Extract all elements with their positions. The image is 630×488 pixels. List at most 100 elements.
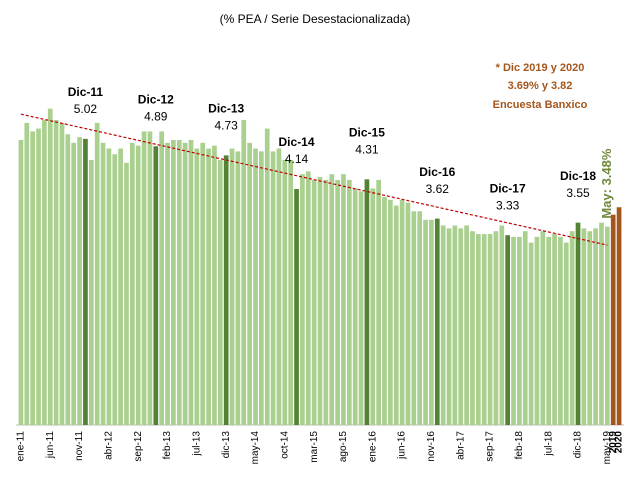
x-tick-label: jun-11 xyxy=(45,431,56,459)
bar xyxy=(464,225,469,425)
bar xyxy=(124,162,129,426)
bar xyxy=(241,120,247,426)
bar xyxy=(364,179,370,425)
data-label-name: Dic-17 xyxy=(490,181,526,195)
bar xyxy=(358,191,364,425)
bar xyxy=(223,155,229,425)
bar xyxy=(399,199,405,425)
x-tick-label: feb-13 xyxy=(162,431,173,460)
bar xyxy=(311,179,317,425)
bar xyxy=(130,142,135,425)
bar xyxy=(393,205,399,425)
data-label: 5.02 xyxy=(74,102,98,116)
note: 3.69% y 3.82 xyxy=(508,80,573,92)
bar xyxy=(329,174,335,425)
bar xyxy=(317,177,323,425)
bar xyxy=(552,234,557,425)
bar xyxy=(493,231,499,425)
bar xyxy=(475,234,481,425)
bar xyxy=(212,145,217,425)
bar xyxy=(217,159,223,425)
bar xyxy=(558,236,563,425)
bar xyxy=(440,225,446,425)
data-label: 3.62 xyxy=(426,182,450,196)
bar xyxy=(546,236,552,425)
bar xyxy=(206,148,211,426)
bar xyxy=(405,202,411,425)
bar xyxy=(88,159,94,425)
x-tick-label: 2019 xyxy=(608,431,619,454)
data-label-name: Dic-14 xyxy=(279,135,315,149)
data-label: May: 3.48% xyxy=(599,148,614,219)
bar xyxy=(481,234,487,425)
bar xyxy=(499,225,505,425)
x-tick-label: mar-15 xyxy=(309,431,320,463)
x-tick-label: ago-15 xyxy=(338,431,349,463)
bar xyxy=(563,242,569,425)
x-tick-label: sep-12 xyxy=(133,431,144,462)
bar xyxy=(270,151,276,425)
data-label-name: Dic-11 xyxy=(68,85,104,99)
bar xyxy=(106,148,112,426)
bar xyxy=(323,179,329,425)
trend-line xyxy=(20,113,608,246)
bar xyxy=(511,236,516,425)
bar xyxy=(171,140,176,425)
bar xyxy=(36,128,41,425)
bar xyxy=(182,142,188,425)
x-tick-label: nov-16 xyxy=(426,431,437,462)
x-tick-label: jul-18 xyxy=(543,431,554,457)
bar xyxy=(288,159,294,425)
bar xyxy=(370,188,376,425)
bar xyxy=(282,159,288,425)
bar xyxy=(587,231,593,425)
bar xyxy=(159,131,165,425)
x-tick-label: ene-11 xyxy=(16,431,27,462)
bar xyxy=(200,142,206,425)
bar xyxy=(59,122,65,426)
bar xyxy=(335,179,340,425)
bar xyxy=(470,231,475,425)
data-label-name: Dic-13 xyxy=(208,102,244,116)
bar xyxy=(581,228,587,425)
x-tick-label: nov-11 xyxy=(74,431,85,461)
x-tick-label: oct-14 xyxy=(279,431,290,459)
x-tick-label: abr-12 xyxy=(104,431,115,460)
bar xyxy=(487,234,493,425)
bar xyxy=(264,128,270,425)
bar xyxy=(388,199,393,425)
bar xyxy=(517,236,522,425)
bar xyxy=(30,131,36,425)
x-tick-label: may-19 xyxy=(602,431,613,465)
bar xyxy=(341,174,346,425)
bar xyxy=(153,146,159,425)
bar xyxy=(235,151,241,425)
bar xyxy=(77,137,82,425)
note: * Dic 2019 y 2020 xyxy=(496,62,585,74)
bar xyxy=(575,222,581,425)
bar xyxy=(253,148,258,426)
data-label: 3.55 xyxy=(566,186,590,200)
bar xyxy=(141,131,147,425)
bar xyxy=(505,235,510,425)
bar xyxy=(305,171,311,425)
bar xyxy=(528,242,534,425)
x-tick-label: jul-13 xyxy=(191,431,202,457)
bar xyxy=(458,228,464,425)
bar xyxy=(417,211,423,425)
bar xyxy=(346,179,352,425)
bar xyxy=(118,148,123,426)
bar xyxy=(176,140,182,425)
bar xyxy=(247,142,252,425)
x-tick-label: dic-13 xyxy=(221,431,232,459)
bar xyxy=(540,231,546,425)
x-tick-label: dic-18 xyxy=(573,431,584,459)
bar xyxy=(194,148,200,426)
bar xyxy=(599,222,604,425)
chart-title: (% PEA / Serie Desestacionalizada) xyxy=(220,12,411,26)
bar xyxy=(71,142,77,425)
x-tick-label: feb-18 xyxy=(514,431,525,460)
x-tick-label: abr-17 xyxy=(455,431,466,460)
x-tick-label: jun-16 xyxy=(397,431,408,460)
